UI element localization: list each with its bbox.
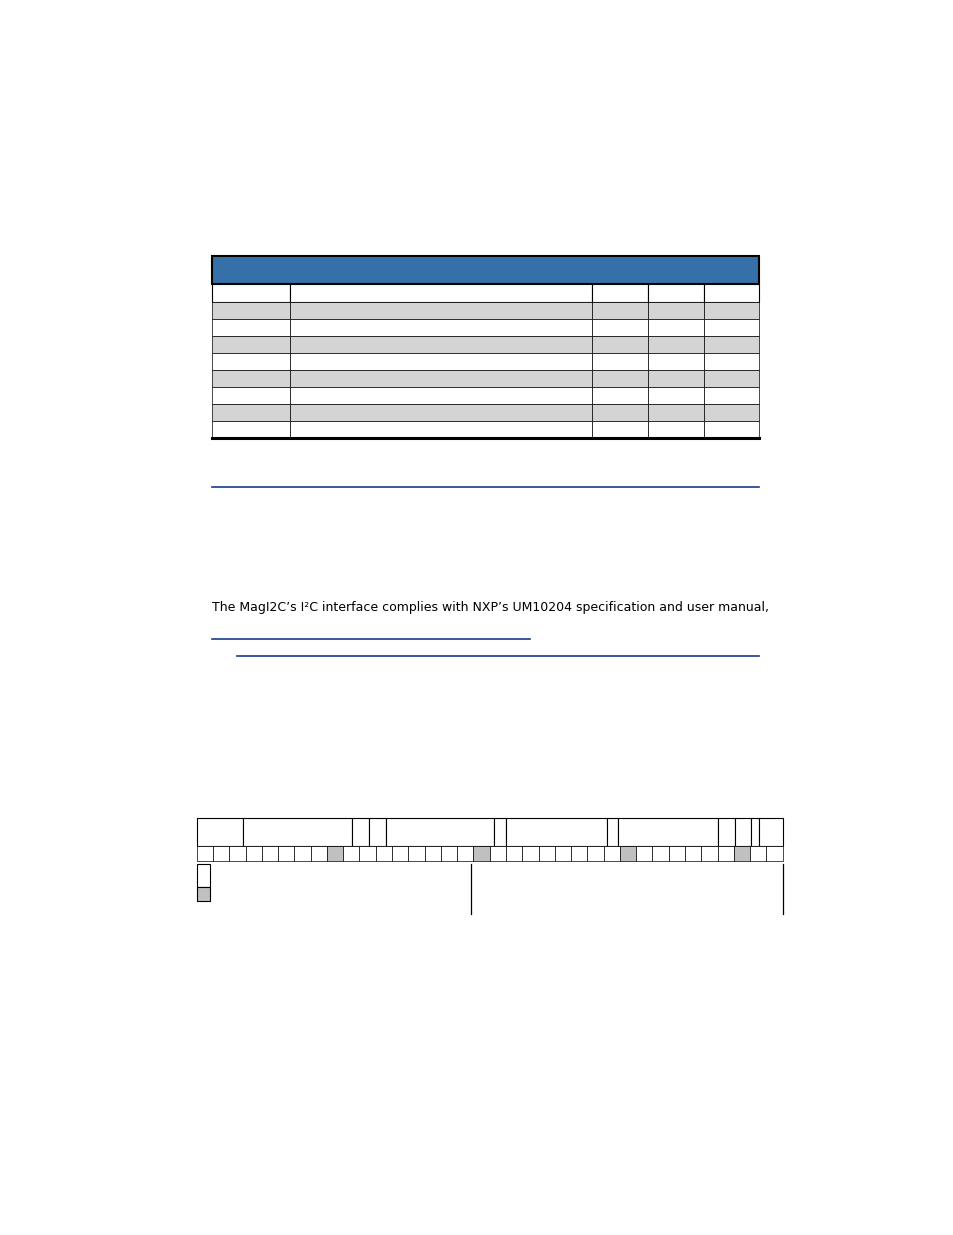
Bar bbox=[592, 284, 647, 303]
Bar bbox=[213, 846, 229, 861]
Bar bbox=[606, 818, 617, 846]
Bar bbox=[750, 818, 759, 846]
Bar bbox=[212, 421, 290, 437]
Bar bbox=[359, 846, 375, 861]
Bar bbox=[456, 846, 473, 861]
Bar bbox=[212, 256, 759, 284]
Bar bbox=[647, 303, 703, 319]
Bar bbox=[245, 846, 261, 861]
Bar bbox=[592, 404, 647, 421]
Bar bbox=[473, 846, 489, 861]
Bar bbox=[603, 846, 619, 861]
Bar bbox=[212, 319, 290, 336]
Bar bbox=[290, 319, 592, 336]
Bar bbox=[408, 846, 424, 861]
Bar bbox=[636, 846, 652, 861]
Bar bbox=[592, 319, 647, 336]
Bar bbox=[703, 353, 759, 370]
Bar bbox=[290, 370, 592, 387]
Bar bbox=[290, 284, 592, 303]
Bar bbox=[592, 370, 647, 387]
Bar bbox=[196, 818, 243, 846]
Bar bbox=[290, 404, 592, 421]
Bar bbox=[261, 846, 278, 861]
Bar bbox=[369, 818, 385, 846]
Bar bbox=[294, 846, 311, 861]
Bar bbox=[343, 846, 359, 861]
Bar bbox=[290, 336, 592, 353]
Bar bbox=[735, 818, 750, 846]
Bar bbox=[647, 319, 703, 336]
Bar bbox=[587, 846, 603, 861]
Bar bbox=[537, 846, 555, 861]
Bar bbox=[505, 846, 521, 861]
Bar bbox=[703, 303, 759, 319]
Bar bbox=[196, 864, 210, 888]
Bar bbox=[759, 818, 781, 846]
Bar bbox=[765, 846, 781, 861]
Bar bbox=[684, 846, 700, 861]
Bar bbox=[278, 846, 294, 861]
Bar bbox=[717, 846, 733, 861]
Bar bbox=[505, 818, 606, 846]
Bar bbox=[290, 387, 592, 404]
Bar bbox=[327, 846, 343, 861]
Bar bbox=[440, 846, 456, 861]
Bar bbox=[212, 404, 290, 421]
Bar bbox=[647, 370, 703, 387]
Bar bbox=[212, 370, 290, 387]
Bar bbox=[703, 319, 759, 336]
Bar bbox=[703, 421, 759, 437]
Bar bbox=[733, 846, 749, 861]
Bar bbox=[617, 818, 718, 846]
Bar bbox=[647, 336, 703, 353]
Bar bbox=[749, 846, 765, 861]
Bar bbox=[700, 846, 717, 861]
Bar bbox=[703, 404, 759, 421]
Bar bbox=[212, 336, 290, 353]
Bar bbox=[290, 421, 592, 437]
Bar bbox=[290, 353, 592, 370]
Bar bbox=[521, 846, 537, 861]
Bar bbox=[243, 818, 352, 846]
Bar bbox=[647, 353, 703, 370]
Bar bbox=[212, 303, 290, 319]
Bar bbox=[489, 846, 505, 861]
Bar bbox=[392, 846, 408, 861]
Bar bbox=[652, 846, 668, 861]
Bar bbox=[647, 421, 703, 437]
Bar bbox=[647, 387, 703, 404]
Bar bbox=[352, 818, 369, 846]
Bar bbox=[647, 404, 703, 421]
Bar bbox=[703, 387, 759, 404]
Bar bbox=[619, 846, 636, 861]
Bar bbox=[592, 421, 647, 437]
Bar bbox=[196, 888, 210, 902]
Bar bbox=[424, 846, 440, 861]
Bar bbox=[647, 284, 703, 303]
Text: The MagI2C’s I²C interface complies with NXP’s UM10204 specification and user ma: The MagI2C’s I²C interface complies with… bbox=[212, 600, 768, 614]
Bar bbox=[196, 846, 213, 861]
Bar bbox=[229, 846, 245, 861]
Bar bbox=[311, 846, 327, 861]
Bar bbox=[703, 336, 759, 353]
Bar bbox=[494, 818, 505, 846]
Bar bbox=[592, 353, 647, 370]
Bar bbox=[212, 284, 290, 303]
Bar bbox=[703, 284, 759, 303]
Bar bbox=[212, 387, 290, 404]
Bar bbox=[592, 336, 647, 353]
Bar bbox=[592, 303, 647, 319]
Bar bbox=[375, 846, 392, 861]
Bar bbox=[703, 370, 759, 387]
Bar bbox=[571, 846, 587, 861]
Bar bbox=[385, 818, 494, 846]
Bar bbox=[555, 846, 571, 861]
Bar bbox=[718, 818, 735, 846]
Bar bbox=[212, 353, 290, 370]
Bar bbox=[592, 387, 647, 404]
Bar bbox=[290, 303, 592, 319]
Bar bbox=[668, 846, 684, 861]
